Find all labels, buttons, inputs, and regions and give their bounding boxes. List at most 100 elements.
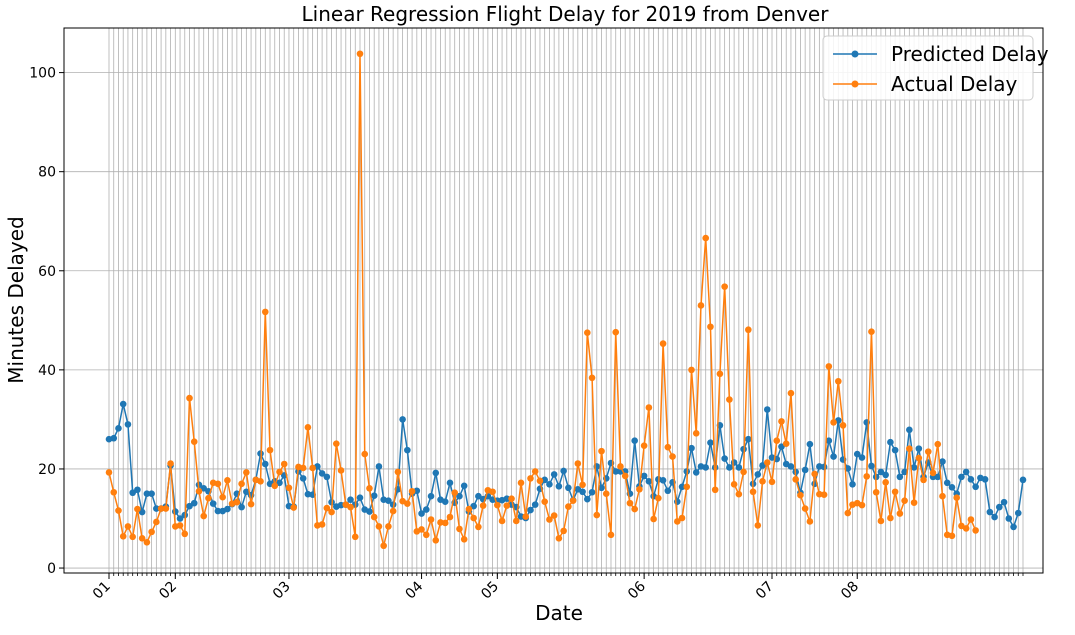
data-point [162,505,170,512]
data-point [224,505,231,513]
data-point [323,504,331,512]
data-point [356,50,364,58]
data-point [948,532,956,540]
data-point [692,429,700,437]
data-point [839,422,847,429]
data-point [749,488,757,496]
data-point [906,445,913,452]
data-point [934,473,942,481]
data-point [948,483,956,491]
data-point [792,476,799,483]
data-point [456,525,463,533]
data-point [134,505,141,513]
data-point [408,487,416,495]
data-point [655,494,662,502]
data-point [896,510,904,517]
data-point [427,516,435,523]
data-point [517,479,525,487]
data-point [257,450,264,457]
data-point [991,513,998,521]
data-point [129,533,136,541]
data-point [138,535,146,542]
data-point [697,302,705,309]
data-point [1000,498,1008,506]
data-point [645,404,653,411]
data-point [868,462,875,470]
data-point [763,459,771,466]
data-point [456,492,463,500]
data-point [219,493,226,501]
data-point [683,483,691,491]
data-point [446,479,454,487]
data-point [688,366,695,374]
data-point [176,515,184,522]
data-point [726,464,733,471]
data-point [167,460,174,467]
data-point [787,389,795,397]
data-point [422,531,430,539]
data-point [318,521,326,528]
data-point [621,472,629,480]
data-point [323,473,331,481]
data-point [953,494,960,501]
data-point [550,471,558,478]
data-point [745,435,752,443]
data-point [470,514,477,522]
data-point [536,477,544,485]
series-line-1 [108,53,977,546]
data-point [669,453,676,460]
legend-swatch-marker [851,80,859,88]
data-point [418,526,425,533]
data-point [702,464,710,471]
data-point [299,464,307,472]
data-point [351,533,359,541]
data-point [673,518,681,525]
data-point [347,496,354,503]
data-point [460,536,468,543]
data-point [119,533,127,540]
data-point [664,443,672,451]
data-point [555,535,563,542]
data-point [943,479,951,487]
data-point [503,502,511,509]
data-point [531,501,539,508]
data-point [224,477,231,484]
data-point [347,503,354,511]
y-tick-label: 0 [47,561,56,577]
data-point [441,519,449,527]
data-point [508,495,515,502]
data-point [692,469,700,476]
data-point [915,445,923,452]
legend-label: Predicted Delay [891,42,1049,66]
data-point [579,481,586,489]
data-point [858,454,866,461]
data-point [872,488,880,496]
data-point [782,440,790,447]
data-point [261,460,269,468]
data-point [920,476,927,484]
data-point [119,400,127,408]
legend-label: Actual Delay [891,72,1018,96]
data-point [763,406,771,413]
data-point [356,494,364,501]
data-point [475,523,482,531]
data-point [726,396,733,403]
data-point [143,490,151,498]
data-point [877,517,885,525]
data-point [243,488,250,496]
data-point [470,502,477,510]
data-point [186,502,193,510]
data-point [261,308,269,316]
data-point [806,440,814,448]
data-point [233,498,241,506]
data-point [299,475,307,482]
data-point [441,498,449,505]
series-layer [105,50,1027,550]
data-point [285,484,293,492]
data-point [247,500,255,508]
data-point [200,484,208,492]
data-point [901,468,908,476]
data-point [115,507,122,514]
data-point [209,500,217,507]
data-point [148,490,155,498]
